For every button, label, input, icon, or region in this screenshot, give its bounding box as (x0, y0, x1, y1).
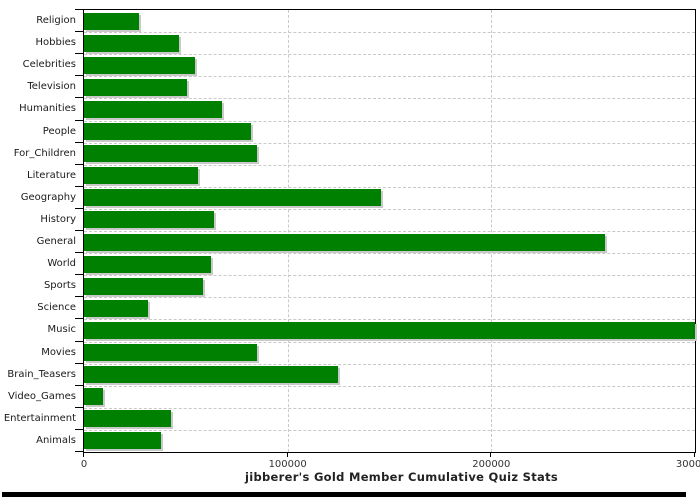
horizontal-gridline (84, 164, 695, 166)
category-label: People (42, 125, 76, 137)
chart-title: jibberer's Gold Member Cumulative Quiz S… (244, 470, 559, 484)
bar-movies (84, 344, 258, 361)
category-label: Brain_Teasers (7, 368, 76, 380)
category-label: Music (47, 324, 76, 336)
bar-entertainment (84, 410, 171, 428)
horizontal-gridline (84, 98, 695, 100)
y-axis-tick (75, 296, 83, 298)
y-axis-tick (75, 318, 83, 320)
horizontal-gridline (84, 363, 695, 365)
bar-animals (84, 432, 162, 450)
y-axis-tick (75, 274, 83, 276)
bar-world (84, 255, 212, 273)
category-label: Science (37, 302, 76, 314)
bar-celebrities (84, 56, 195, 74)
category-label: Geography (20, 191, 76, 203)
x-axis-tick-label: 0 (80, 459, 88, 470)
category-label: Literature (27, 169, 76, 181)
bar-sports (84, 277, 204, 295)
y-axis-tick (75, 141, 83, 143)
horizontal-gridline (84, 429, 695, 431)
y-axis-tick (75, 75, 83, 77)
bar-general (84, 233, 606, 251)
category-label: Video_Games (8, 390, 76, 402)
y-axis-tick (75, 53, 83, 55)
category-label: History (40, 213, 76, 225)
bar-literature (84, 167, 199, 185)
category-label: Humanities (19, 103, 76, 115)
category-label: For_Children (13, 147, 76, 159)
horizontal-gridline (84, 208, 695, 210)
x-axis-tick (694, 452, 695, 457)
bar-hobbies (84, 34, 179, 52)
y-axis-tick (75, 207, 83, 209)
horizontal-gridline (84, 253, 695, 255)
bar-music (84, 321, 695, 339)
category-label: Hobbies (35, 37, 76, 49)
horizontal-gridline (84, 275, 695, 277)
category-label: Sports (43, 280, 76, 292)
bar-geography (84, 189, 382, 207)
y-axis-tick (75, 362, 83, 364)
horizontal-gridline (84, 319, 695, 321)
y-axis-tick (75, 97, 83, 99)
horizontal-gridline (84, 32, 695, 34)
y-axis-tick (75, 119, 83, 121)
horizontal-gridline (84, 54, 695, 56)
y-axis-tick (75, 31, 83, 33)
x-axis-tick-label: 200000 (472, 459, 511, 470)
horizontal-gridline (84, 120, 695, 122)
category-label: Movies (41, 346, 76, 358)
plot-area (83, 9, 696, 453)
bar-video_games (84, 388, 104, 406)
x-axis-tick (490, 452, 492, 457)
bar-humanities (84, 100, 223, 118)
y-axis-tick (75, 340, 83, 342)
category-label: Religion (36, 15, 76, 27)
y-axis-tick (75, 9, 83, 10)
bar-brain_teasers (84, 366, 338, 384)
y-axis-tick (75, 230, 83, 231)
bar-history (84, 211, 215, 229)
y-axis-tick (75, 252, 83, 254)
bar-people (84, 123, 251, 140)
category-label: Animals (36, 434, 76, 446)
horizontal-gridline (84, 407, 695, 409)
x-axis-tick-label: 300000 (675, 459, 700, 470)
horizontal-gridline (84, 385, 695, 387)
y-axis-tick (75, 163, 83, 165)
category-label: General (36, 236, 76, 248)
horizontal-gridline (84, 76, 695, 78)
bar-for_children (84, 145, 258, 163)
category-label: Television (27, 81, 76, 93)
x-axis-tick (83, 452, 84, 457)
y-axis-tick (75, 406, 83, 408)
y-axis-tick (75, 451, 83, 452)
bottom-border-band (2, 492, 686, 497)
category-label: World (47, 258, 76, 270)
horizontal-gridline (84, 142, 695, 144)
horizontal-gridline (84, 341, 695, 343)
horizontal-gridline (84, 231, 695, 232)
x-axis-tick (286, 452, 288, 457)
y-axis-tick (75, 185, 83, 187)
y-axis-tick (75, 384, 83, 386)
category-label: Celebrities (22, 59, 76, 71)
x-axis-tick-label: 100000 (268, 459, 307, 470)
horizontal-gridline (84, 186, 695, 188)
bar-religion (84, 12, 139, 30)
bar-television (84, 78, 187, 96)
category-label: Entertainment (3, 412, 76, 424)
bar-science (84, 299, 149, 317)
y-axis-tick (75, 428, 83, 430)
horizontal-gridline (84, 297, 695, 299)
